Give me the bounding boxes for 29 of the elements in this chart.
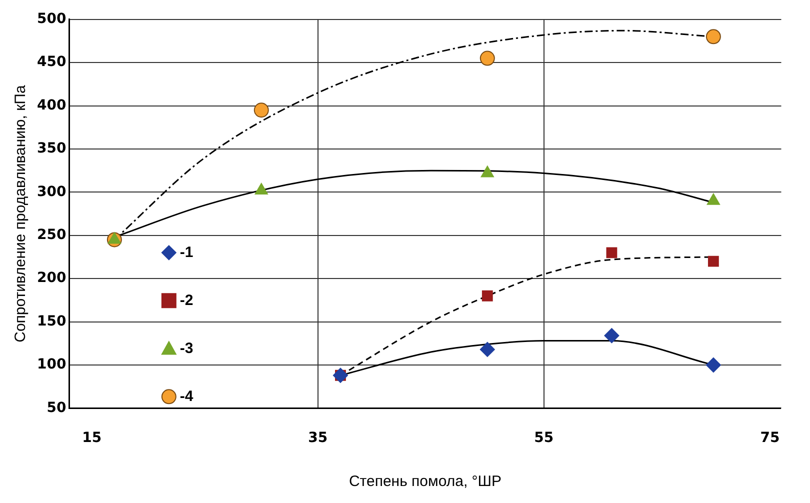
y-tick-label: 400 — [36, 97, 66, 114]
y-tick-label: 200 — [36, 270, 66, 286]
x-tick-label: 15 — [82, 430, 102, 446]
y-tick-label: 150 — [36, 313, 66, 330]
legend-label: -4 — [180, 388, 194, 405]
y-tick-label: 350 — [36, 140, 66, 157]
y-axis-title: Сопротивление продавливанию, кПа — [12, 84, 30, 342]
point — [482, 290, 493, 302]
point — [480, 342, 495, 357]
y-tick-label: 100 — [36, 356, 66, 373]
point — [606, 247, 618, 258]
y-tick-label: 450 — [36, 54, 66, 70]
y-tick-label: 500 — [36, 11, 66, 28]
y-tick-label: 50 — [46, 400, 66, 416]
point — [706, 358, 721, 372]
legend-label: -1 — [180, 244, 194, 261]
x-tick-label: 75 — [760, 430, 780, 446]
y-tick-label: 300 — [36, 184, 66, 200]
y-tick-label: 250 — [36, 227, 66, 244]
legend-label: -2 — [180, 292, 194, 309]
legend-label: -3 — [180, 340, 194, 357]
point — [480, 50, 495, 66]
point — [706, 29, 721, 44]
point — [254, 102, 269, 118]
x-tick-label: 35 — [308, 430, 328, 446]
x-tick-label: 55 — [534, 430, 554, 446]
point — [708, 256, 719, 267]
x-axis-title: Степень помола, °ШР — [348, 473, 502, 490]
point — [604, 328, 620, 344]
